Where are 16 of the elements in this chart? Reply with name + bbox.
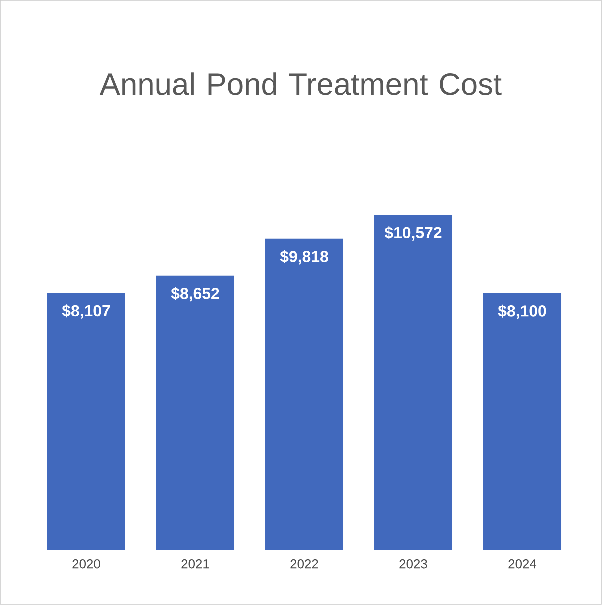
bar (48, 293, 126, 550)
bar (484, 293, 562, 550)
bar (266, 238, 344, 550)
x-tick-label: 2023 (400, 560, 428, 569)
data-label: $8,652 (171, 287, 220, 302)
chart-title: Annual Pond Treatment Cost (100, 72, 502, 96)
x-tick-label: 2020 (72, 560, 100, 569)
data-label: $10,572 (384, 226, 442, 241)
data-label: $8,100 (498, 304, 546, 320)
data-label: $8,107 (62, 304, 110, 319)
x-tick-label: 2022 (290, 560, 318, 569)
data-label: $9,818 (280, 250, 328, 265)
bar (374, 214, 453, 550)
x-tick-label: 2021 (182, 560, 210, 569)
x-tick-label: 2024 (508, 560, 537, 569)
bar (156, 276, 235, 550)
